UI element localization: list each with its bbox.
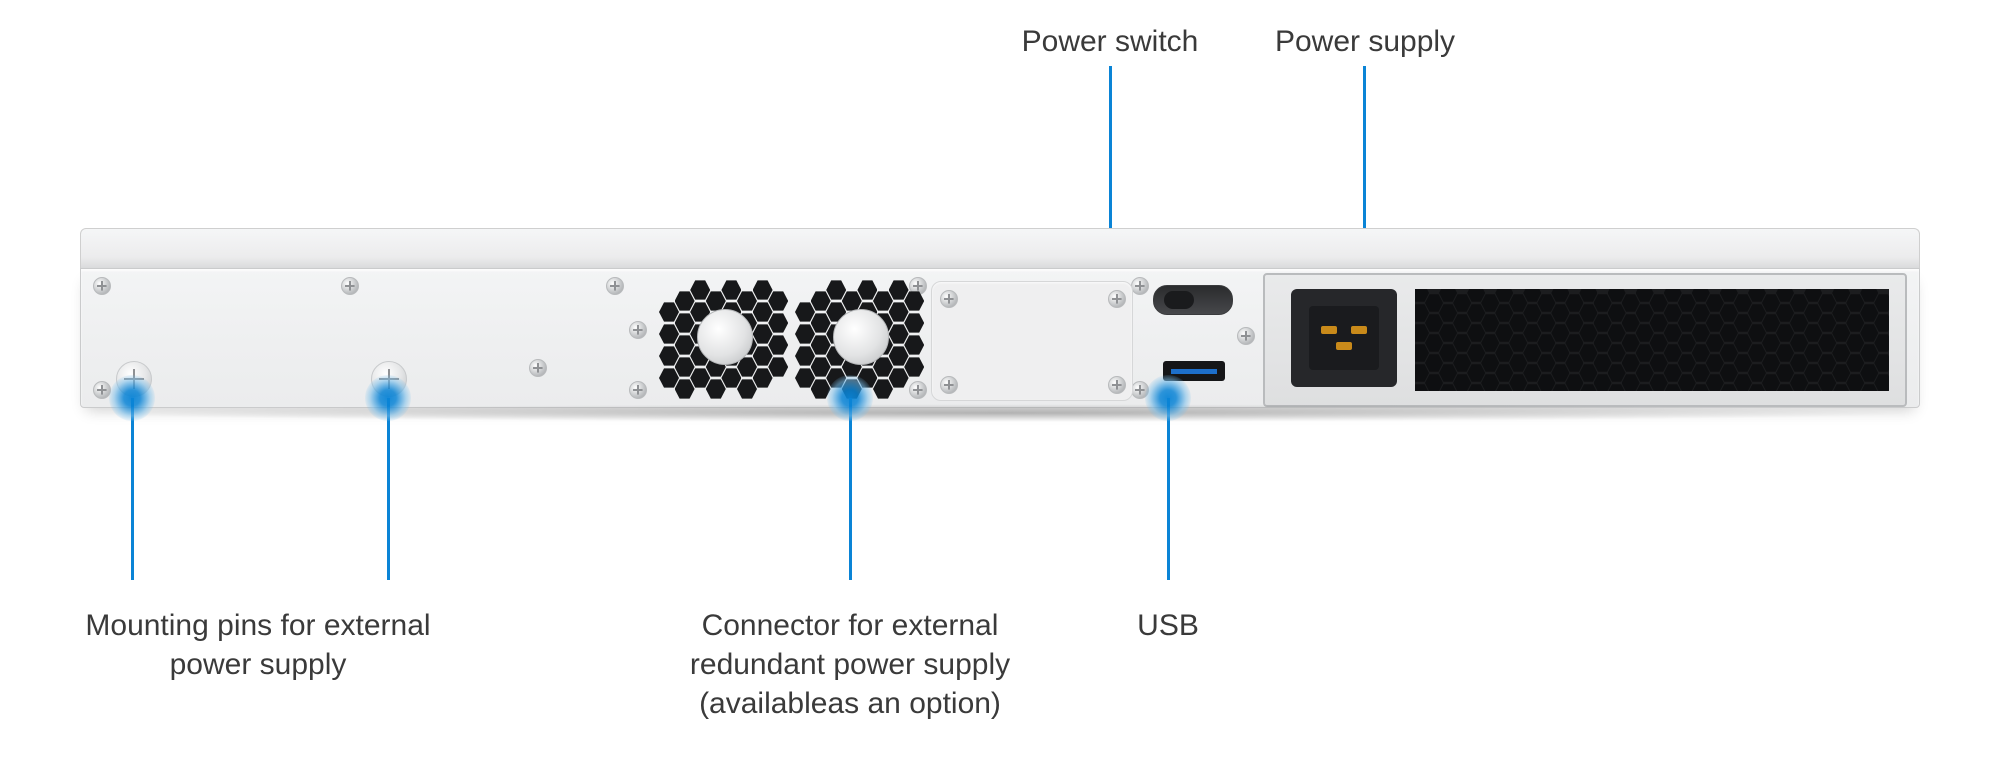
callout-dot-connector-ext-psu <box>827 375 873 421</box>
fan-hub-icon <box>697 309 753 365</box>
fan-grille <box>797 281 925 393</box>
device-chassis <box>80 228 1920 408</box>
psu-vent-grille <box>1415 289 1889 391</box>
fan-hub-icon <box>833 309 889 365</box>
screw-icon <box>940 290 958 308</box>
screw-icon <box>1237 327 1255 345</box>
callout-dot-mounting-pin-1 <box>109 375 155 421</box>
screw-icon <box>1108 376 1126 394</box>
fan-grille <box>661 281 789 393</box>
screw-icon <box>606 277 624 295</box>
label-usb: USB <box>1118 606 1218 645</box>
leader-usb <box>1167 398 1170 580</box>
chassis-top <box>80 228 1920 269</box>
screw-icon <box>629 381 647 399</box>
screw-icon <box>341 277 359 295</box>
leader-mounting-pin-2 <box>387 398 390 580</box>
screw-icon <box>629 321 647 339</box>
callout-dot-mounting-pin-2 <box>365 375 411 421</box>
callout-dot-usb <box>1145 375 1191 421</box>
screw-icon <box>1108 290 1126 308</box>
power-switch <box>1153 285 1233 315</box>
label-mounting-pins: Mounting pins for external power supply <box>18 606 498 684</box>
screw-icon <box>93 277 111 295</box>
label-power-switch: Power switch <box>980 22 1240 61</box>
chassis-shadow <box>80 404 1920 422</box>
leader-mounting-pin-1 <box>131 398 134 580</box>
screw-icon <box>529 359 547 377</box>
power-supply-module <box>1263 273 1907 407</box>
chassis-face <box>80 268 1920 408</box>
iec-inlet <box>1291 289 1397 387</box>
label-connector-ext-psu: Connector for external redundant power s… <box>600 606 1100 723</box>
external-psu-connector-panel <box>931 281 1133 401</box>
leader-connector-ext-psu <box>849 398 852 580</box>
screw-icon <box>940 376 958 394</box>
screw-icon <box>1131 277 1149 295</box>
label-power-supply: Power supply <box>1225 22 1505 61</box>
